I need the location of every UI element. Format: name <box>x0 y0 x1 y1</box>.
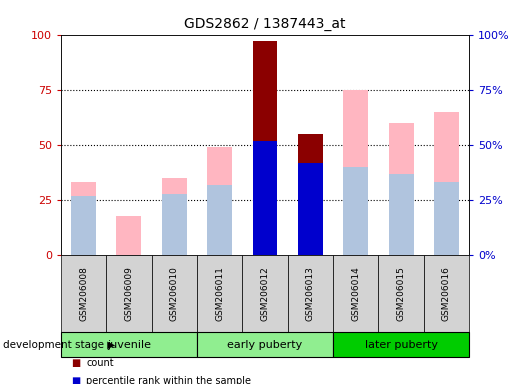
Bar <box>298 134 323 255</box>
Text: GSM206013: GSM206013 <box>306 266 315 321</box>
Text: later puberty: later puberty <box>365 339 438 350</box>
Text: ■: ■ <box>72 358 81 368</box>
Title: GDS2862 / 1387443_at: GDS2862 / 1387443_at <box>184 17 346 31</box>
Text: GSM206016: GSM206016 <box>442 266 451 321</box>
Text: GSM206015: GSM206015 <box>396 266 405 321</box>
Bar <box>207 147 232 255</box>
Bar <box>343 90 368 255</box>
Text: GSM206014: GSM206014 <box>351 266 360 321</box>
Bar <box>162 178 187 255</box>
Text: GSM206012: GSM206012 <box>261 266 269 321</box>
Bar <box>162 194 187 255</box>
Text: GSM206009: GSM206009 <box>125 266 134 321</box>
Text: ■: ■ <box>72 376 81 384</box>
Bar <box>298 163 323 255</box>
Text: GSM206011: GSM206011 <box>215 266 224 321</box>
Bar <box>434 112 459 255</box>
Bar <box>117 216 142 255</box>
Bar <box>252 141 278 255</box>
Text: GSM206008: GSM206008 <box>79 266 88 321</box>
Bar <box>434 182 459 255</box>
Bar <box>71 196 96 255</box>
Bar <box>388 123 413 255</box>
Text: percentile rank within the sample: percentile rank within the sample <box>86 376 251 384</box>
Bar <box>343 167 368 255</box>
Text: development stage ▶: development stage ▶ <box>3 339 115 350</box>
Text: early puberty: early puberty <box>227 339 303 350</box>
Bar <box>71 182 96 255</box>
Bar <box>298 134 323 255</box>
Bar <box>207 185 232 255</box>
Text: juvenile: juvenile <box>107 339 151 350</box>
Bar <box>388 174 413 255</box>
Bar <box>252 41 278 255</box>
Text: GSM206010: GSM206010 <box>170 266 179 321</box>
Bar <box>252 41 278 255</box>
Text: count: count <box>86 358 114 368</box>
